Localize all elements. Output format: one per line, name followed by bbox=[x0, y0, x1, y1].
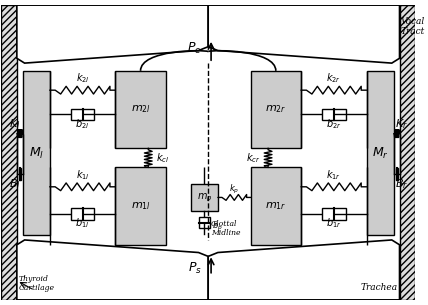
Bar bbox=[71, 109, 95, 120]
Bar bbox=[367, 71, 394, 235]
Text: $k_{2r}$: $k_{2r}$ bbox=[326, 72, 342, 85]
Bar bbox=[71, 208, 95, 220]
Bar bbox=[251, 71, 301, 148]
Text: $b_{2r}$: $b_{2r}$ bbox=[326, 117, 342, 131]
Text: $m_p$: $m_p$ bbox=[196, 191, 212, 204]
Text: $B_l$: $B_l$ bbox=[9, 177, 21, 191]
Text: $B_r$: $B_r$ bbox=[395, 177, 408, 191]
Bar bbox=[19, 168, 21, 180]
Bar bbox=[395, 168, 398, 180]
Text: $m_{2r}$: $m_{2r}$ bbox=[265, 104, 286, 115]
Bar bbox=[199, 217, 210, 228]
Bar bbox=[322, 208, 346, 220]
Bar bbox=[116, 167, 166, 245]
Text: $P_s$: $P_s$ bbox=[187, 261, 202, 277]
Text: $k_{2l}$: $k_{2l}$ bbox=[76, 72, 89, 85]
Text: $b_{1l}$: $b_{1l}$ bbox=[75, 217, 90, 230]
Text: Thyroid
Cartilage: Thyroid Cartilage bbox=[19, 275, 55, 292]
Text: $b_{1r}$: $b_{1r}$ bbox=[326, 217, 342, 230]
Text: $M_l$: $M_l$ bbox=[29, 145, 44, 160]
Text: $M_r$: $M_r$ bbox=[372, 145, 389, 160]
Bar bbox=[399, 5, 415, 300]
Text: $k_{1l}$: $k_{1l}$ bbox=[76, 168, 89, 182]
Text: Trachea: Trachea bbox=[361, 283, 398, 292]
Bar bbox=[322, 109, 346, 120]
Text: $k_{cr}$: $k_{cr}$ bbox=[246, 151, 260, 165]
Bar bbox=[1, 5, 17, 300]
Bar bbox=[191, 184, 218, 211]
Text: $m_{1r}$: $m_{1r}$ bbox=[265, 200, 286, 212]
Polygon shape bbox=[17, 5, 208, 63]
Text: $k_{1r}$: $k_{1r}$ bbox=[326, 168, 342, 182]
Bar bbox=[116, 71, 166, 148]
Text: $K_r$: $K_r$ bbox=[395, 117, 408, 131]
Text: $k_p$: $k_p$ bbox=[229, 183, 239, 196]
Text: $m_{1l}$: $m_{1l}$ bbox=[131, 200, 151, 212]
Polygon shape bbox=[208, 5, 399, 63]
Text: $K_l$: $K_l$ bbox=[9, 117, 21, 131]
Text: $b_{2l}$: $b_{2l}$ bbox=[75, 117, 90, 131]
Text: $m_{2l}$: $m_{2l}$ bbox=[131, 104, 151, 115]
Bar bbox=[23, 71, 50, 235]
Polygon shape bbox=[17, 240, 208, 300]
Text: $b_p$: $b_p$ bbox=[212, 220, 223, 233]
Text: Glottal
Midline: Glottal Midline bbox=[211, 220, 241, 237]
Text: $P_e$: $P_e$ bbox=[187, 41, 202, 56]
Text: Vocal
Tract: Vocal Tract bbox=[401, 17, 425, 36]
Text: $k_{cl}$: $k_{cl}$ bbox=[156, 151, 169, 165]
Bar bbox=[251, 167, 301, 245]
Polygon shape bbox=[208, 240, 399, 300]
